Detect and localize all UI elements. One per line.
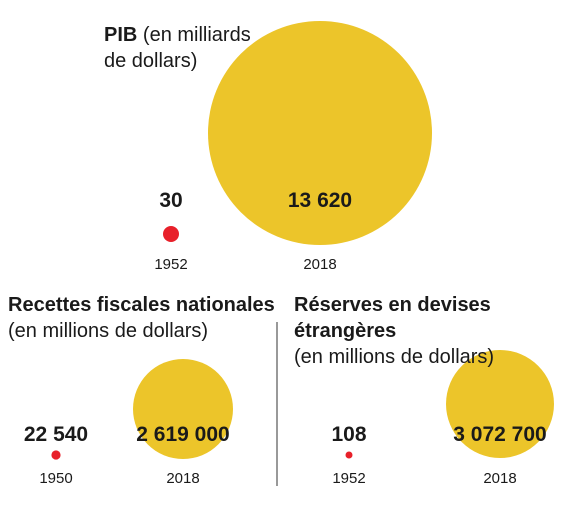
gdp-year-2018: 2018 (303, 256, 337, 273)
tax-title-bold: Recettes fiscales nationales (8, 294, 275, 316)
tax-title: Recettes fiscales nationales (en million… (8, 292, 275, 344)
gdp-value-2018: 13 620 (287, 189, 353, 212)
bubble-gdp-2018 (208, 21, 432, 245)
reserves-value-1952: 108 (331, 423, 367, 446)
bubble-reserves-1952 (345, 451, 353, 459)
reserves-year-2018: 2018 (483, 470, 517, 487)
bubble-gdp-1952 (163, 226, 179, 242)
tax-year-2018: 2018 (166, 470, 200, 487)
gdp-title: PIB (en milliards de dollars) (104, 22, 251, 74)
tax-year-1950: 1950 (39, 470, 73, 487)
reserves-year-1952: 1952 (332, 470, 366, 487)
reserves-title-bold: Réserves en devises étrangères (294, 294, 491, 342)
bubble-reserves-2018 (446, 350, 554, 458)
bubble-tax-1950 (51, 450, 61, 460)
reserves-subtitle: (en millions de dollars) (294, 346, 495, 368)
gdp-year-1952: 1952 (154, 256, 188, 273)
gdp-value-1952: 30 (159, 189, 183, 212)
gdp-title-unit: (en milliards (142, 24, 251, 46)
reserves-title: Réserves en devises étrangères (en milli… (294, 292, 576, 370)
tax-subtitle: (en millions de dollars) (8, 320, 209, 342)
gdp-title-unit-2: de dollars) (104, 50, 198, 72)
tax-value-2018: 2 619 000 (136, 423, 230, 446)
reserves-value-2018: 3 072 700 (453, 423, 547, 446)
gdp-title-bold: PIB (104, 24, 138, 46)
tax-value-1950: 22 540 (23, 423, 89, 446)
bubble-tax-2018 (133, 359, 233, 459)
